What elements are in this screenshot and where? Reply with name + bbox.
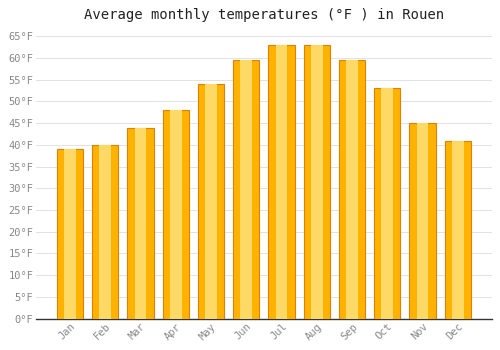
Bar xyxy=(100,145,111,318)
Bar xyxy=(128,127,154,318)
Bar xyxy=(64,149,76,318)
Bar xyxy=(410,123,436,318)
Bar xyxy=(57,149,84,318)
Bar xyxy=(374,89,400,318)
Bar xyxy=(162,110,189,318)
Bar xyxy=(416,123,428,318)
Bar xyxy=(170,110,181,318)
Bar xyxy=(339,60,365,318)
Bar xyxy=(205,84,217,318)
Bar xyxy=(198,84,224,318)
Bar xyxy=(240,60,252,318)
Bar xyxy=(444,141,471,318)
Bar xyxy=(311,45,322,318)
Bar xyxy=(233,60,260,318)
Title: Average monthly temperatures (°F ) in Rouen: Average monthly temperatures (°F ) in Ro… xyxy=(84,8,444,22)
Bar xyxy=(134,127,146,318)
Bar xyxy=(92,145,118,318)
Bar xyxy=(452,141,464,318)
Bar xyxy=(276,45,287,318)
Bar xyxy=(346,60,358,318)
Bar xyxy=(304,45,330,318)
Bar xyxy=(268,45,294,318)
Bar xyxy=(382,89,393,318)
